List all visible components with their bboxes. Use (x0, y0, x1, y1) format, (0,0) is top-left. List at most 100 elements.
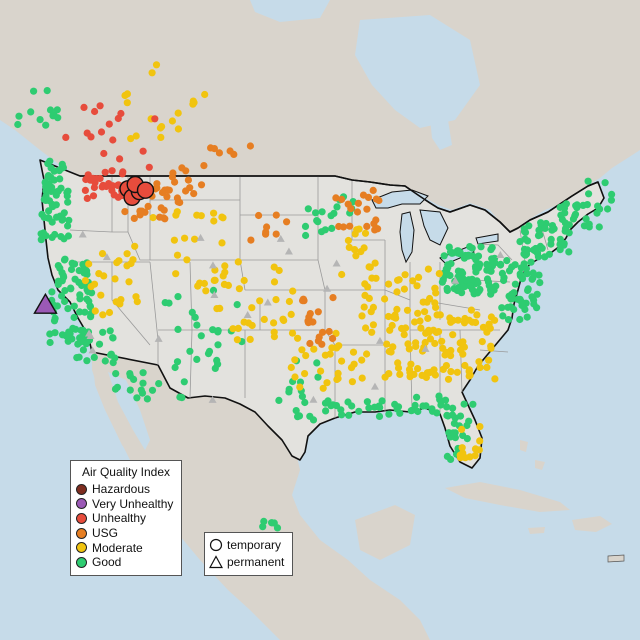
monitor-marker (385, 410, 393, 418)
monitor-marker (441, 396, 450, 404)
monitor-marker (86, 175, 94, 183)
monitor-marker (327, 212, 335, 220)
monitor-marker (205, 347, 214, 355)
monitor-marker (435, 270, 443, 278)
aqi-legend-title: Air Quality Index (81, 465, 171, 479)
monitor-marker (294, 413, 302, 421)
monitor-marker (371, 259, 379, 267)
monitor-marker (301, 222, 310, 230)
inactive-marker (210, 290, 219, 298)
legend-very-unhealthy: Very Unhealthy (71, 497, 181, 512)
monitor-marker (83, 357, 91, 365)
inactive-marker (451, 276, 460, 284)
monitor-marker (15, 112, 23, 120)
monitor-marker (511, 280, 519, 288)
monitor-marker (456, 249, 464, 257)
monitor-marker (45, 214, 53, 222)
monitor-marker (547, 235, 555, 243)
permanent-monitor[interactable] (33, 292, 58, 314)
monitor-marker (440, 252, 448, 260)
monitor-marker (54, 277, 63, 285)
monitor-marker (503, 257, 511, 265)
monitor-marker (335, 342, 343, 350)
monitor-marker (99, 311, 107, 319)
inactive-marker (421, 344, 430, 352)
monitor-marker (460, 400, 468, 408)
monitor-marker (431, 339, 439, 348)
monitor-marker (537, 219, 545, 227)
monitor-marker (500, 276, 508, 285)
monitor-marker (527, 258, 535, 266)
monitor-marker (470, 290, 478, 298)
monitor-marker (113, 383, 121, 391)
baja-california (92, 354, 142, 462)
monitor-marker (364, 283, 372, 291)
monitor-marker (402, 324, 410, 332)
monitor-marker (438, 337, 446, 345)
monitor-marker (109, 359, 117, 367)
monitor-marker (585, 190, 593, 198)
monitor-marker (471, 445, 480, 453)
monitor-marker (449, 429, 457, 437)
monitor-marker (314, 308, 322, 316)
monitor-marker (456, 412, 465, 420)
monitor-marker (51, 230, 59, 239)
monitor-marker (169, 169, 177, 177)
monitor-marker (449, 404, 457, 412)
monitor-marker (178, 394, 186, 402)
monitor-marker (91, 307, 99, 315)
monitor-marker (437, 401, 445, 409)
monitor-marker (332, 329, 340, 337)
temporary-monitor[interactable] (136, 181, 155, 199)
monitor-marker (81, 308, 89, 316)
monitor-marker (53, 106, 61, 114)
bahamas (520, 440, 545, 470)
monitor-marker (138, 207, 146, 215)
monitor-marker (42, 232, 50, 240)
monitor-marker (309, 416, 318, 424)
monitor-marker (472, 318, 480, 327)
monitor-marker (321, 399, 330, 407)
monitor-marker (369, 186, 377, 194)
monitor-marker (433, 311, 441, 319)
monitor-marker (533, 290, 541, 298)
monitor-marker (52, 201, 60, 209)
monitor-marker (352, 252, 360, 260)
monitor-marker (468, 252, 477, 260)
highlighted-monitors[interactable] (33, 175, 155, 314)
monitor-marker (431, 284, 439, 292)
lake-michigan (399, 211, 415, 264)
monitor-marker (133, 394, 141, 402)
monitor-marker (384, 312, 393, 321)
monitor-marker (29, 87, 38, 95)
monitor-marker (558, 215, 567, 224)
monitor-marker (432, 328, 441, 336)
monitor-marker (188, 308, 196, 316)
monitor-marker (530, 300, 538, 308)
legend-permanent-label: permanent (227, 554, 285, 569)
monitor-marker (332, 194, 340, 202)
monitor-marker (270, 278, 279, 286)
legend-good-label: Good (92, 555, 122, 570)
monitor-marker (414, 407, 422, 416)
monitor-marker (334, 369, 342, 377)
aqi-legend: Air Quality Index Hazardous Very Unhealt… (70, 460, 182, 576)
monitor-marker (421, 338, 429, 347)
puerto-rico (607, 554, 625, 563)
monitor-marker (190, 190, 198, 198)
monitor-marker (160, 206, 168, 214)
monitor-marker (211, 276, 219, 284)
monitor-marker (91, 107, 99, 116)
monitor-marker (144, 202, 152, 210)
monitor-marker (107, 351, 115, 359)
monitor-marker (474, 252, 483, 260)
legend-moderate: Moderate (71, 540, 181, 555)
monitor-marker (50, 317, 59, 325)
monitor-marker (326, 350, 334, 358)
monitor-marker (465, 372, 473, 380)
monitor-marker (89, 192, 98, 200)
no-data-monitors (78, 230, 505, 403)
monitor-marker (505, 267, 514, 275)
monitor-marker (77, 338, 85, 346)
monitor-marker (292, 407, 300, 415)
